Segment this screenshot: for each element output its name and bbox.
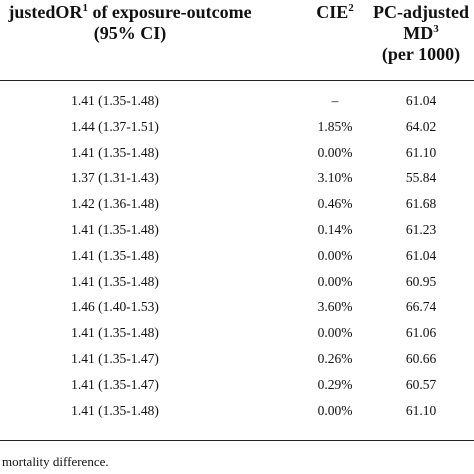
or-ci-cell: 1.41 (1.35-1.48) [71,144,159,160]
cie-cell: 0.29% [317,376,353,392]
table-row: 1.41 (1.35-1.47) 0.29% 60.57 [0,372,474,398]
header-rule [0,80,474,81]
md-cell: 61.10 [405,402,437,418]
header-pc-adjusted-md: PC-adjusted MD3 (per 1000) [362,2,474,65]
cie-cell: 3.60% [317,299,353,315]
header-md-line1: PC-adjusted [372,2,469,22]
footnote-marker-1: 1 [82,2,88,14]
cie-cell: 1.85% [317,118,353,134]
table-row: 1.44 (1.37-1.51) 1.85% 64.02 [0,114,474,140]
table-row: 1.42 (1.36-1.48) 0.46% 61.68 [0,191,474,217]
md-cell: 55.84 [405,170,437,186]
md-cell: 61.04 [405,93,437,108]
table-bottom-rule [0,440,474,441]
md-cell: 60.57 [405,376,437,392]
md-cell: 61.06 [405,325,437,341]
md-cell: 61.04 [405,247,437,263]
header-adjusted-or: justedOR1 of exposure-outcome (95% CI) [0,2,350,44]
or-ci-cell: 1.41 (1.35-1.48) [71,402,159,418]
cie-cell: 0.00% [317,144,353,160]
table-row: 1.41 (1.35-1.48) 0.00% 61.10 [0,140,474,166]
header-adjusted-or-line2: (95% CI) [93,23,167,43]
md-cell: 60.95 [405,273,437,289]
table-row: 1.41 (1.35-1.47) 0.26% 60.66 [0,346,474,372]
footnote-marker-3: 3 [433,23,439,35]
cie-cell: – [331,93,339,108]
table-footnote: mortality difference. [2,454,109,469]
cie-cell: 0.14% [317,221,353,237]
cie-cell: 0.00% [317,247,353,263]
header-md-line3: (per 1000) [381,44,461,64]
md-cell: 64.02 [405,118,437,134]
or-ci-cell: 1.41 (1.35-1.47) [71,350,159,366]
table-row: 1.37 (1.31-1.43) 3.10% 55.84 [0,165,474,191]
table-row: 1.41 (1.35-1.48) 0.14% 61.23 [0,217,474,243]
table-row: 1.41 (1.35-1.48) 0.00% 61.10 [0,398,474,424]
or-ci-cell: 1.41 (1.35-1.48) [71,247,159,263]
or-ci-cell: 1.44 (1.37-1.51) [71,118,159,134]
cie-cell: 0.46% [317,196,353,212]
table-row: 1.41 (1.35-1.48) 0.00% 61.06 [0,320,474,346]
header-md-line2: MD3 [403,23,439,43]
md-cell: 61.10 [405,144,437,160]
or-ci-cell: 1.37 (1.31-1.43) [71,170,159,186]
or-ci-cell: 1.41 (1.35-1.48) [71,325,159,341]
footnote-marker-2: 2 [348,2,354,14]
table-row: 1.41 (1.35-1.48) – 61.04 [0,88,474,114]
md-cell: 60.66 [405,350,437,366]
or-ci-cell: 1.41 (1.35-1.47) [71,376,159,392]
header-adjusted-or-line1: justedOR1 of exposure-outcome [8,2,252,22]
cie-cell: 3.10% [317,170,353,186]
cie-cell: 0.00% [317,325,353,341]
or-ci-cell: 1.42 (1.36-1.48) [71,196,159,212]
or-ci-cell: 1.41 (1.35-1.48) [71,93,159,108]
or-ci-cell: 1.41 (1.35-1.48) [71,273,159,289]
or-ci-cell: 1.46 (1.40-1.53) [71,299,159,315]
md-cell: 61.23 [405,221,437,237]
header-cie: CIE2 [316,2,354,22]
or-ci-cell: 1.41 (1.35-1.48) [71,221,159,237]
table-row: 1.41 (1.35-1.48) 0.00% 60.95 [0,269,474,295]
cie-cell: 0.00% [317,402,353,418]
table-body: 1.41 (1.35-1.48) – 61.04 1.44 (1.37-1.51… [0,88,474,423]
md-cell: 61.68 [405,196,437,212]
cie-cell: 0.26% [317,350,353,366]
table-row: 1.41 (1.35-1.48) 0.00% 61.04 [0,243,474,269]
md-cell: 66.74 [405,299,437,315]
cie-cell: 0.00% [317,273,353,289]
table-row: 1.46 (1.40-1.53) 3.60% 66.74 [0,294,474,320]
